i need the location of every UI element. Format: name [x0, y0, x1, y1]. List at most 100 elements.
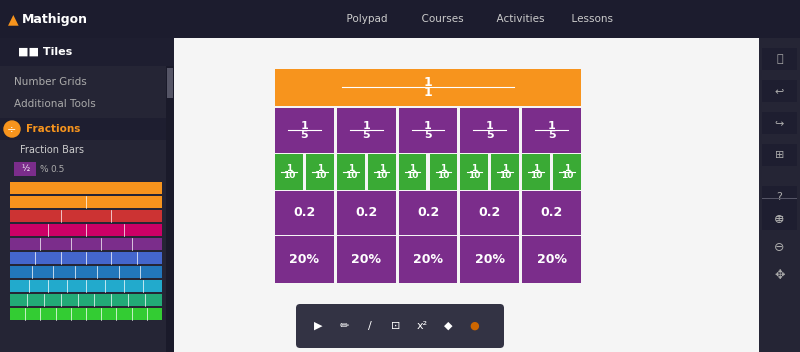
Bar	[174, 38, 759, 352]
Text: ÷: ÷	[7, 124, 17, 134]
Bar	[762, 208, 797, 230]
Text: Polypad: Polypad	[340, 14, 387, 24]
Bar	[166, 66, 174, 352]
Text: 1: 1	[378, 164, 385, 173]
Bar	[398, 154, 426, 190]
Text: 0.2: 0.2	[417, 207, 439, 219]
Text: ?: ?	[777, 192, 782, 202]
Bar	[461, 108, 519, 153]
Text: ▶: ▶	[314, 321, 322, 331]
Text: 0.2: 0.2	[294, 207, 316, 219]
Text: 1: 1	[440, 164, 446, 173]
Bar	[398, 191, 458, 235]
Circle shape	[4, 121, 20, 137]
Text: ⊞: ⊞	[775, 150, 784, 160]
Bar	[461, 191, 519, 235]
Text: 1: 1	[362, 121, 370, 131]
Bar	[337, 236, 395, 283]
Bar	[553, 154, 581, 190]
Bar	[306, 154, 334, 190]
Bar	[762, 48, 797, 70]
Text: 5: 5	[362, 130, 370, 140]
Bar	[522, 108, 581, 153]
Bar	[275, 191, 334, 235]
Text: 10: 10	[438, 171, 450, 180]
Bar	[491, 154, 519, 190]
Bar	[337, 191, 395, 235]
Text: 10: 10	[375, 171, 388, 180]
Text: 1: 1	[424, 86, 432, 99]
Text: /: /	[368, 321, 372, 331]
Text: 5: 5	[424, 130, 432, 140]
Text: ½: ½	[21, 164, 29, 174]
Bar	[10, 182, 162, 194]
Text: Additional Tools: Additional Tools	[14, 99, 96, 109]
Bar	[0, 118, 166, 140]
Text: Number Grids: Number Grids	[14, 77, 86, 87]
Bar	[275, 154, 303, 190]
Text: 5: 5	[486, 130, 494, 140]
Bar	[10, 280, 162, 292]
Text: ⊖: ⊖	[774, 240, 785, 253]
Text: ▲: ▲	[8, 12, 18, 26]
Text: 1: 1	[533, 164, 539, 173]
Text: 1: 1	[424, 121, 432, 131]
Text: 1: 1	[502, 164, 508, 173]
Text: 20%: 20%	[290, 253, 319, 266]
Bar	[398, 236, 458, 283]
Text: 10: 10	[314, 171, 326, 180]
Bar	[14, 162, 36, 176]
Text: 5: 5	[548, 130, 555, 140]
Text: 1: 1	[286, 164, 292, 173]
Bar	[10, 266, 162, 278]
Bar	[762, 80, 797, 102]
Bar	[10, 252, 162, 264]
Text: 10: 10	[468, 171, 481, 180]
Bar	[337, 154, 365, 190]
Bar	[275, 108, 334, 153]
Text: 5: 5	[301, 130, 308, 140]
Bar	[10, 238, 162, 250]
Bar	[10, 308, 162, 320]
Bar	[275, 69, 581, 106]
Text: Courses: Courses	[415, 14, 464, 24]
Text: Fractions: Fractions	[26, 124, 80, 134]
Text: Activities: Activities	[490, 14, 545, 24]
Bar	[461, 236, 519, 283]
Text: 20%: 20%	[474, 253, 505, 266]
Text: 1: 1	[348, 164, 354, 173]
Text: 1: 1	[317, 164, 323, 173]
Bar	[762, 144, 797, 166]
Text: 0.2: 0.2	[478, 207, 501, 219]
Text: 10: 10	[499, 171, 511, 180]
Bar	[0, 38, 174, 352]
Text: ●: ●	[469, 321, 479, 331]
Text: 0.5: 0.5	[50, 164, 64, 174]
Text: ◆: ◆	[444, 321, 452, 331]
Text: 10: 10	[561, 171, 573, 180]
Text: ✏: ✏	[339, 321, 349, 331]
Text: %: %	[40, 164, 49, 174]
Bar	[0, 0, 800, 38]
Bar	[0, 38, 174, 66]
FancyBboxPatch shape	[296, 304, 504, 348]
Bar	[522, 191, 581, 235]
Text: 1: 1	[548, 121, 555, 131]
Bar	[275, 236, 334, 283]
Text: 1: 1	[301, 121, 308, 131]
Text: 10: 10	[283, 171, 295, 180]
Bar	[430, 154, 458, 190]
Text: 1: 1	[564, 164, 570, 173]
Bar	[10, 196, 162, 208]
Text: 1: 1	[486, 121, 494, 131]
Bar	[10, 210, 162, 222]
Text: 1: 1	[424, 76, 432, 89]
Text: 1: 1	[471, 164, 478, 173]
Bar	[398, 108, 458, 153]
Text: ■■ Tiles: ■■ Tiles	[18, 47, 72, 57]
Text: 20%: 20%	[413, 253, 443, 266]
Bar	[461, 154, 488, 190]
Text: x²: x²	[417, 321, 427, 331]
Text: ⤢: ⤢	[776, 54, 783, 64]
Bar	[10, 224, 162, 236]
